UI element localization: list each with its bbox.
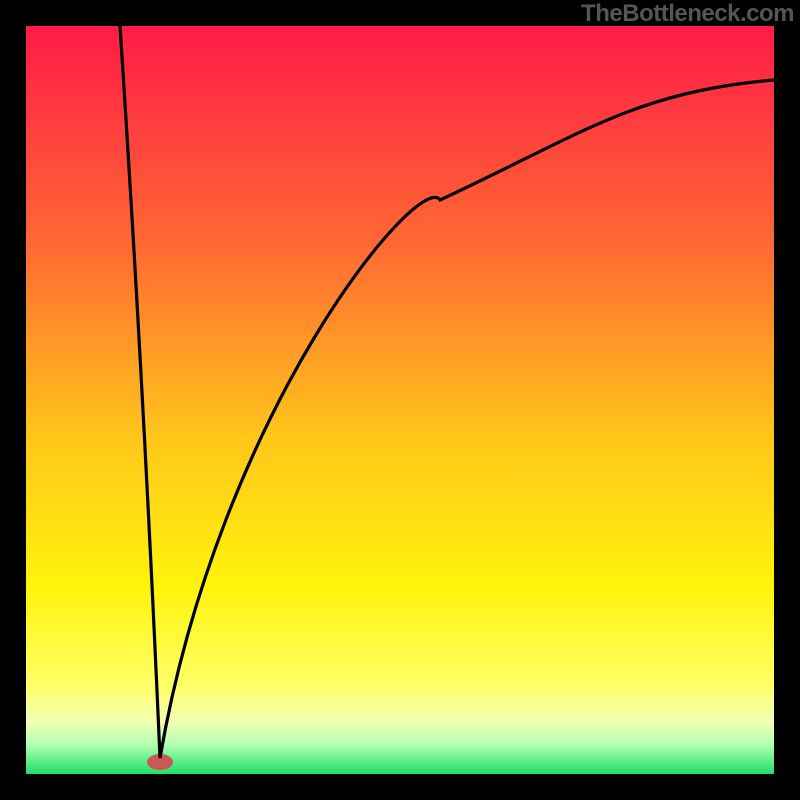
chart-root: TheBottleneck.com	[0, 0, 800, 800]
gradient-background	[26, 26, 774, 774]
chart-canvas	[0, 0, 800, 800]
frame-right	[774, 0, 800, 800]
frame-left	[0, 0, 26, 800]
watermark-text: TheBottleneck.com	[581, 0, 794, 28]
frame-bottom	[0, 774, 800, 800]
